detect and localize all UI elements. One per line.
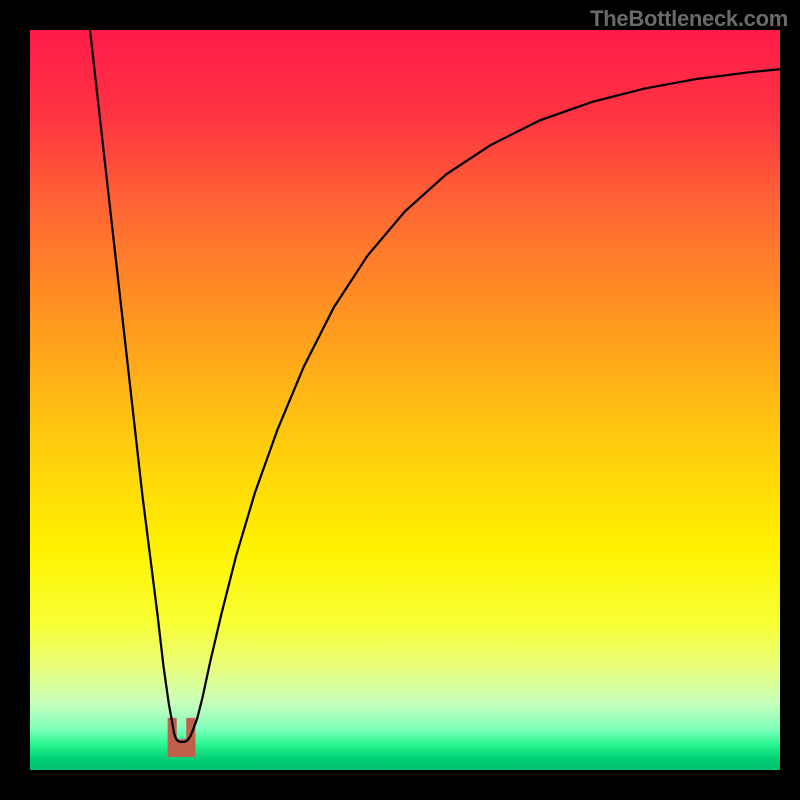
gradient-background [30,30,780,770]
chart-svg [30,30,780,770]
watermark-label: TheBottleneck.com [590,6,788,32]
plot-area [30,30,780,770]
chart-container: TheBottleneck.com [0,0,800,800]
